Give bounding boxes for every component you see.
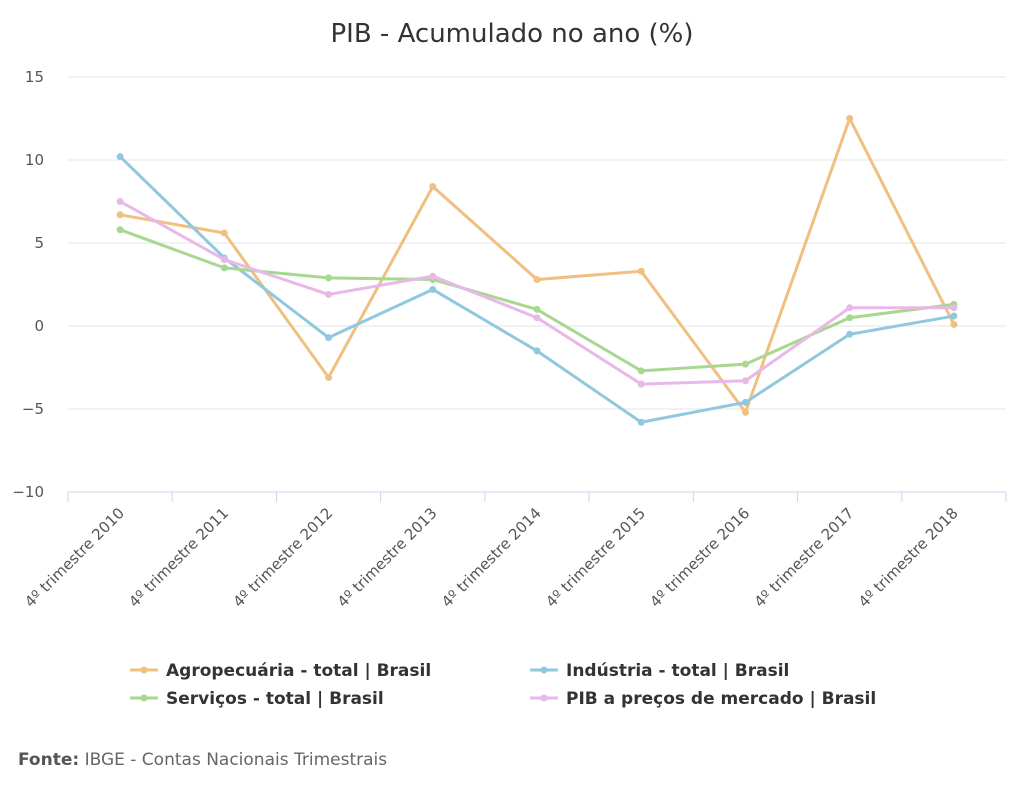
series-line (119, 155, 955, 424)
x-tick-label: 4º trimestre 2010 (21, 504, 128, 611)
data-point[interactable] (220, 229, 228, 237)
source-label: Fonte: (18, 750, 80, 770)
data-point[interactable] (741, 360, 749, 368)
legend-marker (140, 666, 148, 674)
line-chart: PIB - Acumulado no ano (%) −10 −5 0 5 10 15 4º… (12, 19, 1007, 709)
x-tick-label: 4º trimestre 2014 (438, 504, 545, 611)
legend-marker (140, 694, 148, 702)
data-point[interactable] (429, 183, 437, 191)
x-tick-label: 4º trimestre 2012 (230, 504, 337, 611)
data-point[interactable] (325, 290, 333, 298)
data-point[interactable] (846, 330, 854, 338)
y-tick-label: −5 (22, 400, 44, 418)
legend-label: Indústria - total | Brasil (566, 661, 789, 681)
data-point[interactable] (637, 267, 645, 275)
data-point[interactable] (950, 320, 958, 328)
y-tick-label: 5 (34, 234, 44, 252)
data-point[interactable] (116, 198, 124, 205)
data-point[interactable] (325, 334, 333, 342)
y-tick-label: 15 (25, 68, 44, 86)
data-point[interactable] (533, 305, 541, 313)
legend-item[interactable]: PIB a preços de mercado | Brasil (530, 689, 876, 709)
data-point[interactable] (429, 285, 437, 293)
series-line (119, 200, 954, 386)
legend-marker (540, 666, 548, 674)
legend-label: Agropecuária - total | Brasil (166, 661, 431, 681)
data-point[interactable] (950, 312, 958, 320)
data-point[interactable] (429, 272, 437, 280)
data-point[interactable] (637, 418, 645, 426)
data-point[interactable] (741, 398, 749, 406)
data-point[interactable] (950, 304, 958, 312)
data-point[interactable] (741, 377, 749, 385)
data-point[interactable] (637, 367, 645, 375)
legend-item[interactable]: Agropecuária - total | Brasil (130, 661, 431, 681)
legend-label: PIB a preços de mercado | Brasil (566, 689, 876, 709)
data-point[interactable] (220, 256, 228, 264)
x-tick-label: 4º trimestre 2011 (125, 504, 232, 611)
data-point[interactable] (325, 373, 333, 381)
y-tick-label: −10 (12, 483, 44, 501)
source-text: IBGE - Contas Nacionais Trimestrais (79, 750, 388, 770)
data-point[interactable] (846, 115, 854, 122)
legend-item[interactable]: Indústria - total | Brasil (530, 661, 789, 681)
series-agropecuária (116, 114, 958, 416)
data-point[interactable] (325, 274, 333, 282)
data-point[interactable] (220, 264, 228, 272)
data-point[interactable] (846, 314, 854, 322)
x-tick-label: 4º trimestre 2018 (855, 504, 962, 611)
chart-title: PIB - Acumulado no ano (%) (330, 19, 693, 49)
legend-item[interactable]: Serviços - total | Brasil (130, 689, 384, 709)
data-point[interactable] (116, 211, 124, 219)
data-point[interactable] (116, 226, 124, 234)
legend-label: Serviços - total | Brasil (166, 689, 384, 709)
series-pib (116, 198, 958, 388)
x-tick-label: 4º trimestre 2016 (646, 504, 753, 611)
legend-marker (540, 694, 548, 702)
data-point[interactable] (741, 408, 749, 416)
y-tick-label: 10 (25, 151, 44, 169)
data-point[interactable] (846, 304, 854, 312)
x-tick-label: 4º trimestre 2017 (751, 504, 858, 611)
data-point[interactable] (116, 153, 124, 161)
y-tick-label: 0 (34, 317, 44, 335)
data-point[interactable] (533, 276, 541, 284)
source-note: Fonte: IBGE - Contas Nacionais Trimestra… (18, 750, 387, 770)
x-tick-label: 4º trimestre 2013 (334, 504, 441, 611)
x-tick-label: 4º trimestre 2015 (542, 504, 649, 611)
data-point[interactable] (533, 314, 541, 322)
series-indústria (116, 153, 958, 426)
data-point[interactable] (637, 380, 645, 388)
data-point[interactable] (533, 347, 541, 355)
